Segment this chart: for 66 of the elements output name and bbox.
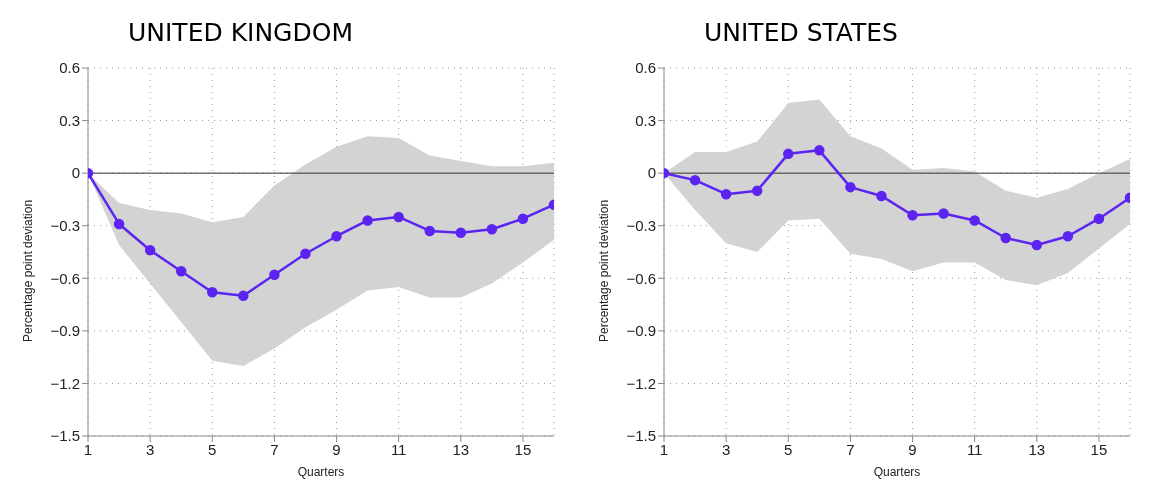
x-tick-label: 15 [514, 440, 532, 458]
point [269, 269, 280, 281]
point [144, 245, 156, 256]
point [814, 145, 825, 156]
y-tick-label: −0.9 [626, 322, 656, 340]
point [938, 208, 949, 219]
x-tick-label: 3 [145, 440, 155, 458]
y-tick-label: 0 [647, 164, 656, 182]
y-tick-label: 0.6 [59, 59, 80, 77]
x-tick-label: 13 [452, 440, 470, 458]
x-tick-label: 9 [908, 440, 917, 458]
chart-title: UNITED KINGDOM [127, 17, 354, 49]
point [720, 188, 732, 200]
point [362, 215, 373, 226]
x-tick-label: 5 [784, 440, 793, 458]
point [300, 248, 311, 259]
x-tick-label: 15 [1090, 440, 1108, 458]
x-tick-label: 11 [390, 440, 407, 458]
point [1093, 213, 1105, 224]
point [486, 223, 498, 235]
point [907, 209, 918, 221]
point [175, 266, 187, 277]
point [207, 287, 218, 298]
y-axis-title: Percentage point deviation [597, 199, 612, 342]
point [783, 148, 794, 160]
point [1031, 239, 1043, 251]
x-tick-label: 3 [721, 440, 731, 458]
x-tick-label: 7 [846, 440, 855, 458]
y-axis-title: Percentage point deviation [21, 199, 36, 342]
x-tick-label: 1 [83, 440, 93, 458]
point [455, 227, 467, 238]
y-tick-label: 0.3 [635, 111, 656, 129]
x-tick-label: 11 [966, 440, 983, 458]
point [751, 185, 763, 196]
point [113, 218, 125, 230]
point [393, 211, 404, 223]
y-tick-label: −1.5 [50, 427, 80, 445]
y-tick-label: −1.2 [50, 374, 80, 392]
point [689, 174, 701, 186]
point [845, 181, 856, 193]
x-axis-title: Quarters [297, 465, 345, 479]
point [424, 225, 435, 237]
y-tick-label: −0.6 [50, 269, 80, 287]
y-tick-label: −0.6 [626, 269, 656, 287]
point [1000, 232, 1011, 244]
x-tick-label: 9 [332, 440, 341, 458]
y-tick-label: −1.5 [626, 427, 656, 445]
y-tick-label: 0.6 [635, 59, 656, 77]
x-axis-title: Quarters [873, 465, 921, 479]
point [238, 290, 249, 302]
point [331, 230, 342, 242]
y-tick-label: −1.2 [626, 374, 656, 392]
y-tick-label: −0.3 [50, 217, 80, 235]
y-tick-label: −0.3 [626, 217, 656, 235]
y-tick-label: 0.3 [59, 111, 80, 129]
y-tick-label: 0 [71, 164, 80, 182]
y-tick-label: −0.9 [50, 322, 80, 340]
point [517, 213, 529, 224]
chart-title: UNITED STATES [703, 17, 899, 49]
point [876, 190, 887, 202]
x-tick-label: 5 [208, 440, 217, 458]
x-tick-label: 13 [1028, 440, 1046, 458]
point [969, 215, 980, 226]
x-tick-label: 1 [659, 440, 669, 458]
point [1062, 230, 1074, 242]
x-tick-label: 7 [270, 440, 279, 458]
